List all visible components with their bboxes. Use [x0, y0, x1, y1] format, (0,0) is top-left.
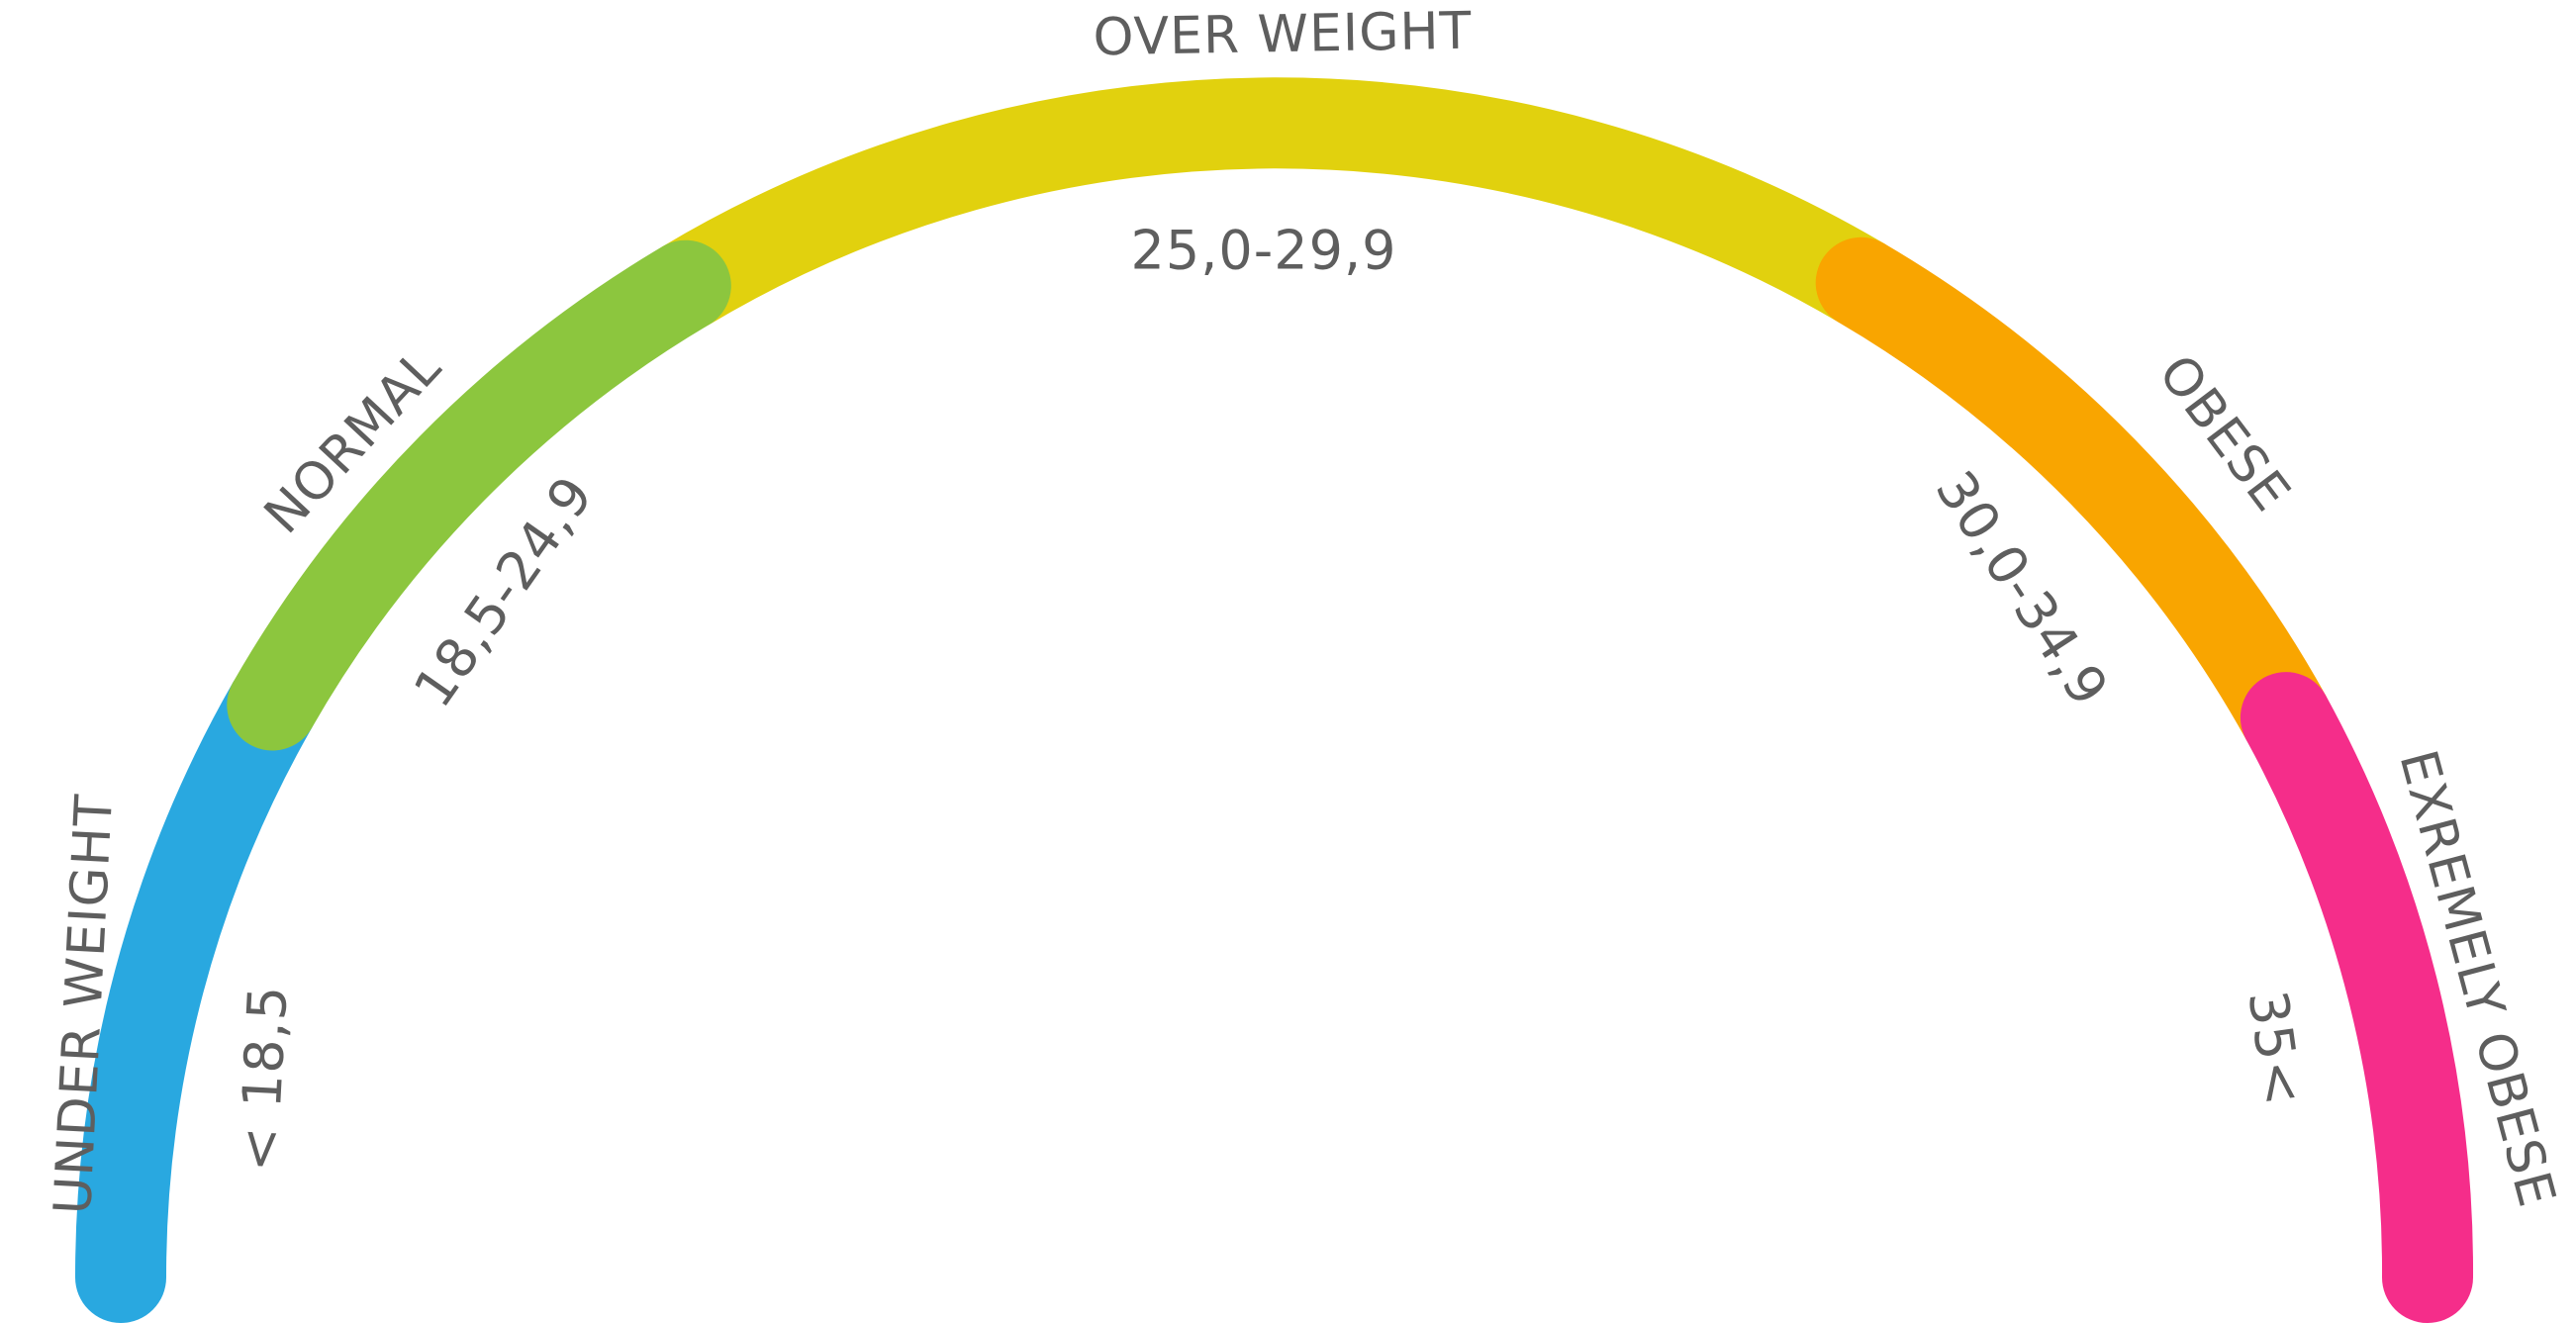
segment-normal	[227, 239, 731, 751]
range-over-weight: 25,0-29,9	[1131, 220, 1397, 282]
range-extremely-obese: 35<	[2236, 987, 2314, 1110]
gauge-arc	[74, 77, 2474, 1323]
segment-over-weight	[639, 77, 1907, 331]
range-under-weight: < 18,5	[228, 984, 300, 1174]
segment-extremely-obese	[2240, 672, 2474, 1323]
label-over-weight: OVER WEIGHT	[1093, 2, 1473, 68]
segment-under-weight	[74, 659, 319, 1323]
segment-obese	[1815, 236, 2332, 764]
